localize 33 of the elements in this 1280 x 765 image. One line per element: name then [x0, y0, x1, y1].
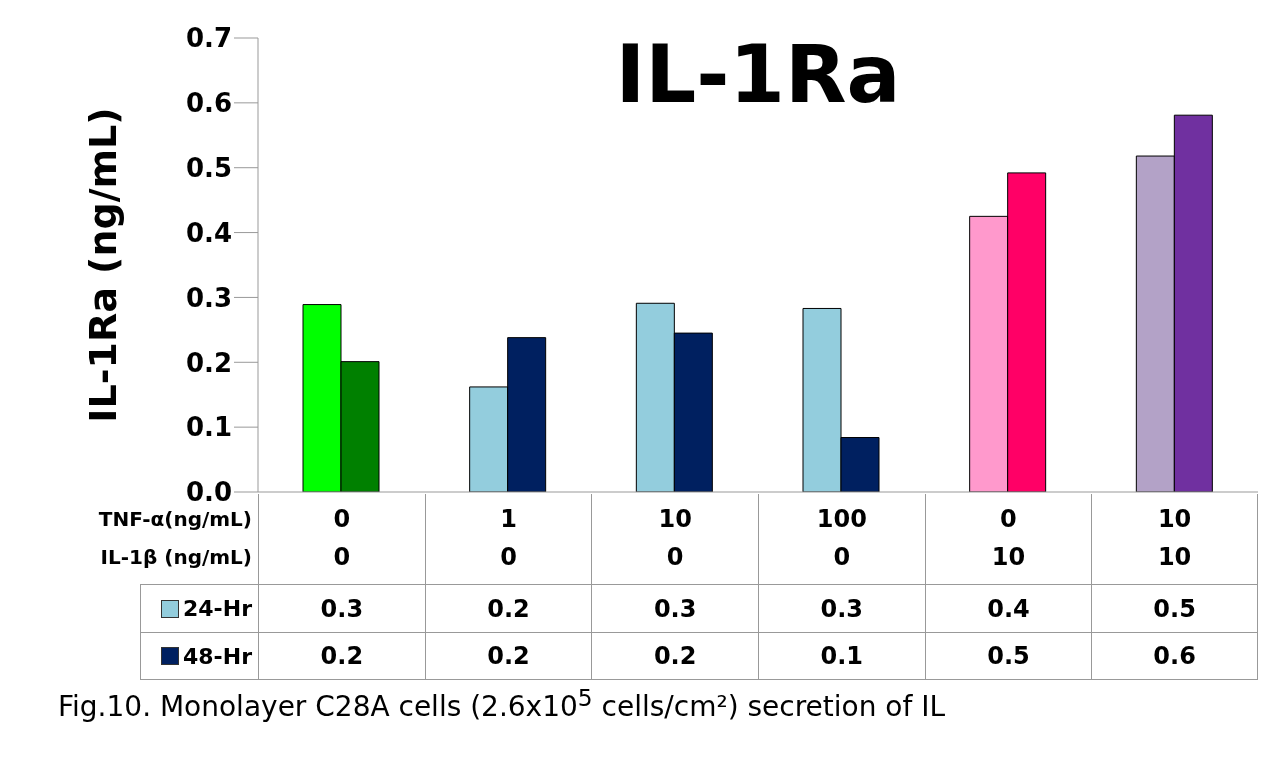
x-tick-label: 0 0: [332, 504, 352, 573]
data-label: 0.6: [1091, 632, 1258, 680]
x-tick-label: 0 10: [990, 504, 1027, 573]
x-tick-label: 10 10: [1156, 504, 1193, 573]
chart-title: IL-1Ra: [614, 28, 902, 121]
y-tick-label: 0.6: [185, 88, 232, 119]
x-tick-label: 100 0: [815, 504, 868, 573]
data-label: 0.2: [424, 584, 592, 632]
data-label: 0.3: [258, 584, 425, 632]
y-tick-label: 0.0: [185, 477, 232, 508]
data-label: 0.5: [1091, 584, 1258, 632]
y-tick-label: 0.5: [185, 152, 232, 183]
y-tick-label: 0.3: [185, 282, 232, 313]
y-tick-label: 0.2: [185, 347, 232, 378]
caption: Fig.10. Monolayer C28A cells (2.6x10$^{5}$ cells/cm²) secretion of IL: [57, 684, 947, 724]
data-label: 0.1: [757, 632, 925, 680]
x-tick-label: 10 0: [657, 504, 693, 573]
legend-label: 48-Hr: [182, 643, 252, 669]
y-tick-label: 0.4: [185, 217, 232, 248]
y-axis-title: IL-1Ra (ng/mL): [81, 107, 126, 423]
y-tick-label: 0.7: [185, 23, 232, 54]
data-label: 0.2: [591, 632, 758, 680]
data-label: 0.5: [924, 632, 1092, 680]
data-label: 0.4: [924, 584, 1092, 632]
legend-label: 24-Hr: [182, 596, 252, 621]
text: IL-1β (ng/mL): [99, 544, 252, 571]
data-label: 0.2: [424, 632, 592, 680]
data-label: 0.3: [591, 584, 758, 632]
data-label: 0.2: [258, 632, 425, 680]
data-label: 0.3: [757, 584, 925, 632]
y-tick-label: 0.1: [185, 412, 232, 443]
x-tick-label: 1 0: [499, 504, 518, 573]
text: TNF-α(ng/mL): [97, 506, 252, 533]
